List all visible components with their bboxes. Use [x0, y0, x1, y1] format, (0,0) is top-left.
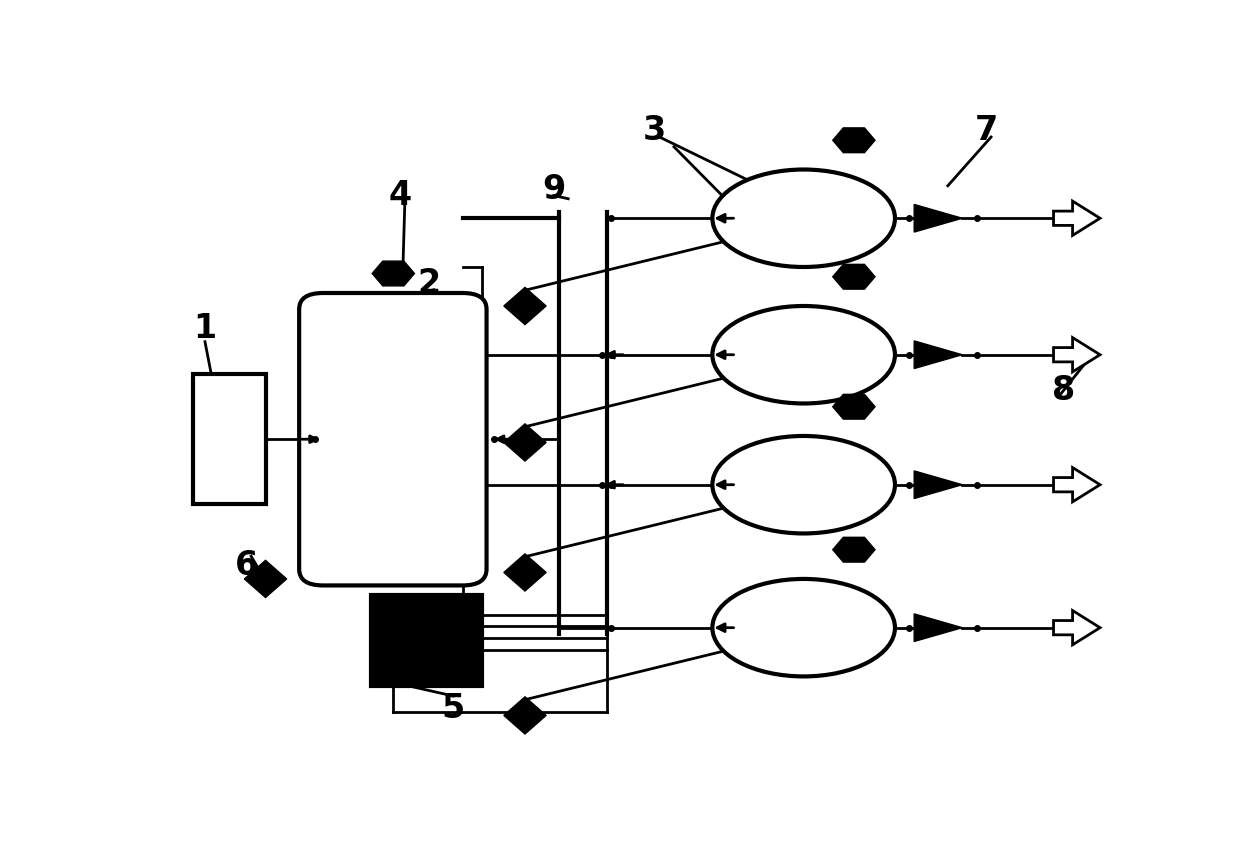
Ellipse shape	[713, 579, 895, 676]
Ellipse shape	[713, 306, 895, 403]
Polygon shape	[833, 264, 875, 289]
Text: 2: 2	[418, 267, 440, 300]
Polygon shape	[1054, 201, 1100, 235]
Text: 5: 5	[441, 692, 465, 725]
Polygon shape	[503, 554, 546, 591]
Polygon shape	[1054, 338, 1100, 372]
Polygon shape	[503, 288, 546, 325]
Polygon shape	[244, 560, 286, 598]
Polygon shape	[1054, 610, 1100, 645]
Text: 1: 1	[193, 312, 217, 345]
Text: 3: 3	[644, 114, 666, 147]
Text: 7: 7	[975, 114, 998, 147]
FancyBboxPatch shape	[299, 293, 486, 586]
Polygon shape	[833, 394, 875, 419]
Polygon shape	[833, 128, 875, 153]
Polygon shape	[1054, 468, 1100, 502]
FancyBboxPatch shape	[193, 374, 265, 504]
Polygon shape	[914, 614, 962, 641]
Polygon shape	[914, 204, 962, 232]
FancyBboxPatch shape	[371, 595, 481, 686]
Text: 4: 4	[388, 179, 412, 212]
Polygon shape	[914, 341, 962, 369]
Ellipse shape	[713, 436, 895, 533]
Polygon shape	[914, 471, 962, 499]
Text: 9: 9	[542, 172, 565, 205]
Text: 6: 6	[234, 549, 258, 582]
Polygon shape	[503, 697, 546, 734]
Polygon shape	[833, 538, 875, 562]
Text: 8: 8	[1052, 374, 1075, 407]
Ellipse shape	[713, 170, 895, 267]
Polygon shape	[503, 424, 546, 461]
Polygon shape	[372, 261, 414, 286]
